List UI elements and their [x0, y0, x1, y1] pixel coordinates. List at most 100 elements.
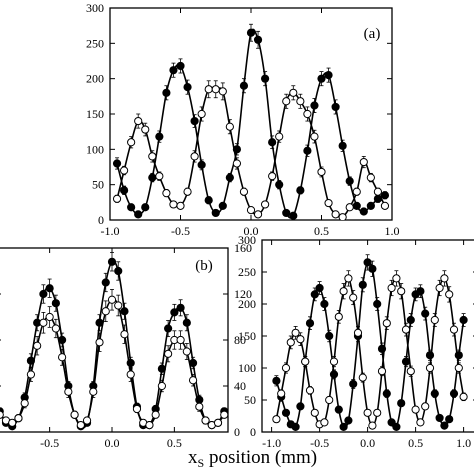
- data-point-open: [338, 213, 347, 220]
- data-point-open: [51, 324, 60, 333]
- data-point-filled: [352, 201, 361, 210]
- data-point-open: [459, 392, 468, 401]
- data-point-open: [190, 152, 199, 161]
- y-tick-label: 300: [238, 233, 256, 247]
- data-point-open: [373, 408, 382, 417]
- data-point-filled: [296, 402, 305, 411]
- data-point-open: [331, 210, 340, 219]
- data-point-filled: [291, 422, 300, 431]
- data-point-open: [353, 328, 363, 337]
- data-point-filled: [421, 309, 430, 318]
- x-tick-label: -0.5: [171, 224, 190, 238]
- data-point-filled: [164, 324, 173, 333]
- data-point-filled: [366, 201, 375, 210]
- data-point-filled: [275, 180, 284, 189]
- data-point-filled: [445, 415, 454, 424]
- data-point-open: [0, 410, 4, 419]
- data-point-open: [33, 341, 42, 350]
- data-point-open: [246, 206, 256, 215]
- data-point-open: [134, 116, 143, 126]
- data-point-filled: [401, 357, 411, 366]
- data-point-filled: [183, 83, 192, 92]
- data-point-filled: [282, 208, 291, 218]
- data-point-filled: [324, 71, 333, 80]
- data-point-filled: [289, 211, 298, 220]
- data-point-filled: [358, 280, 367, 289]
- data-point-filled: [425, 351, 435, 360]
- data-point-open: [239, 187, 249, 196]
- y-tick-label: 80: [234, 333, 246, 347]
- data-point-filled: [317, 74, 326, 83]
- data-point-open: [440, 274, 449, 283]
- data-point-filled: [303, 146, 312, 155]
- data-point-filled: [204, 196, 213, 205]
- data-point-filled: [440, 421, 449, 430]
- series-curve: [275, 277, 465, 427]
- data-point-filled: [141, 203, 150, 212]
- y-tick-label: 100: [86, 142, 104, 156]
- data-point-filled: [120, 186, 129, 195]
- data-point-open: [112, 194, 122, 203]
- data-point-open: [127, 138, 136, 147]
- data-point-open: [45, 312, 54, 322]
- data-point-open: [382, 319, 391, 328]
- data-point-open: [120, 330, 129, 339]
- data-point-filled: [449, 389, 459, 398]
- data-point-filled: [134, 210, 143, 219]
- series-layer: [272, 254, 468, 431]
- data-point-open: [95, 338, 104, 347]
- data-point-filled: [107, 257, 117, 266]
- data-point-filled: [416, 287, 425, 296]
- data-point-open: [406, 367, 415, 376]
- data-point-open: [345, 203, 354, 212]
- data-point-open: [148, 152, 157, 161]
- data-point-open: [435, 283, 444, 293]
- data-point-filled: [310, 101, 319, 110]
- panel-a: -1.0 -0.5 0.0 0.5 1.0 0 50 100 150 200 250 300 (a): [86, 1, 400, 238]
- data-point-open: [325, 395, 334, 405]
- x-tick-label: 1.0: [456, 436, 471, 450]
- data-point-filled: [325, 331, 334, 341]
- data-point-open: [213, 418, 223, 427]
- data-point-open: [401, 325, 411, 334]
- data-point-filled: [101, 278, 110, 287]
- data-point-open: [155, 172, 164, 181]
- y-tick-label: 0: [250, 425, 256, 439]
- data-point-filled: [176, 303, 185, 312]
- data-point-open: [281, 363, 291, 373]
- x-tick-label: 0.0: [360, 436, 375, 450]
- data-point-open: [58, 353, 67, 362]
- x-tick-label: -1.0: [262, 436, 281, 450]
- data-point-filled: [225, 173, 234, 182]
- data-point-filled: [315, 283, 324, 293]
- y-tick-label: 150: [86, 107, 104, 121]
- data-point-open: [392, 274, 401, 283]
- data-point-filled: [272, 376, 281, 385]
- y-tick-label: 250: [238, 265, 256, 279]
- data-point-filled: [345, 177, 354, 186]
- x-tick-label: 0.5: [167, 436, 182, 450]
- data-point-open: [277, 389, 286, 398]
- data-point-open: [430, 315, 439, 325]
- data-point-filled: [169, 66, 178, 75]
- data-point-open: [387, 283, 396, 293]
- x-tick-label: 0.0: [244, 224, 259, 238]
- data-point-filled: [320, 299, 329, 309]
- data-point-open: [220, 410, 228, 419]
- data-point-filled: [112, 159, 122, 168]
- y-tick-label: 50: [92, 178, 104, 192]
- x-tick-label: -0.5: [310, 436, 329, 450]
- data-point-filled: [430, 389, 439, 398]
- data-point-filled: [368, 264, 377, 273]
- data-point-open: [197, 109, 206, 119]
- data-point-filled: [310, 290, 319, 299]
- data-point-open: [454, 363, 463, 373]
- data-point-open: [296, 97, 305, 106]
- data-point-open: [425, 363, 435, 373]
- data-point-open: [359, 157, 368, 167]
- data-point-open: [366, 173, 375, 182]
- data-point-filled: [51, 299, 60, 308]
- data-point-open: [291, 328, 300, 337]
- series-curve: [275, 260, 465, 430]
